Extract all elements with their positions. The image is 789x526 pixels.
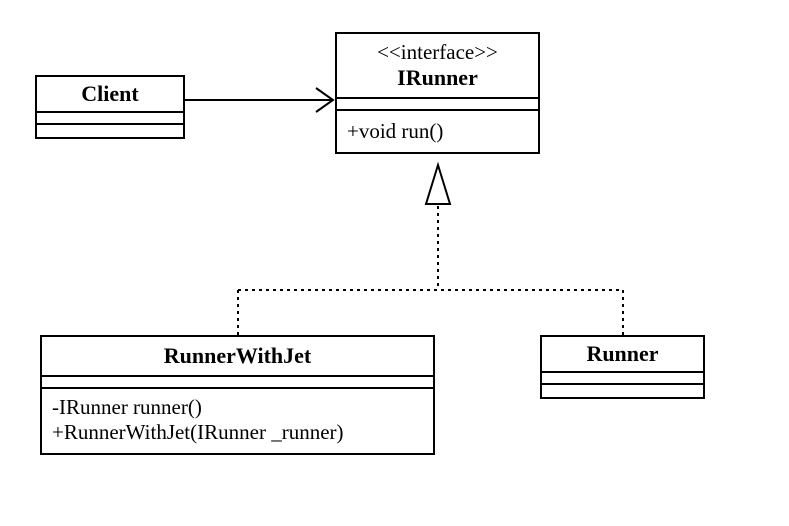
arrow-client-irunner — [316, 88, 333, 112]
class-runnerwithjet-members: -IRunner runner() +RunnerWithJet(IRunner… — [42, 389, 433, 453]
interface-irunner-attrs — [337, 99, 538, 111]
class-runnerwithjet-attr: -IRunner runner() — [52, 395, 423, 420]
interface-irunner-name: IRunner — [347, 65, 528, 91]
interface-irunner-header: <<interface>> IRunner — [337, 34, 538, 99]
class-runnerwithjet-name: RunnerWithJet — [42, 337, 433, 377]
class-runner-attrs — [542, 373, 703, 385]
class-runnerwithjet-bar — [42, 377, 433, 389]
interface-irunner-stereotype: <<interface>> — [347, 40, 528, 65]
class-runner: Runner — [540, 335, 705, 399]
interface-irunner-method: +void run() — [337, 111, 538, 152]
arrow-realization-triangle — [426, 165, 450, 204]
class-client: Client — [35, 75, 185, 139]
class-client-ops — [37, 125, 183, 137]
class-client-attrs — [37, 113, 183, 125]
class-client-name: Client — [37, 77, 183, 113]
class-runner-ops — [542, 385, 703, 397]
class-runner-name: Runner — [542, 337, 703, 373]
interface-irunner: <<interface>> IRunner +void run() — [335, 32, 540, 154]
class-runnerwithjet: RunnerWithJet -IRunner runner() +RunnerW… — [40, 335, 435, 455]
class-runnerwithjet-ctor: +RunnerWithJet(IRunner _runner) — [52, 420, 423, 445]
